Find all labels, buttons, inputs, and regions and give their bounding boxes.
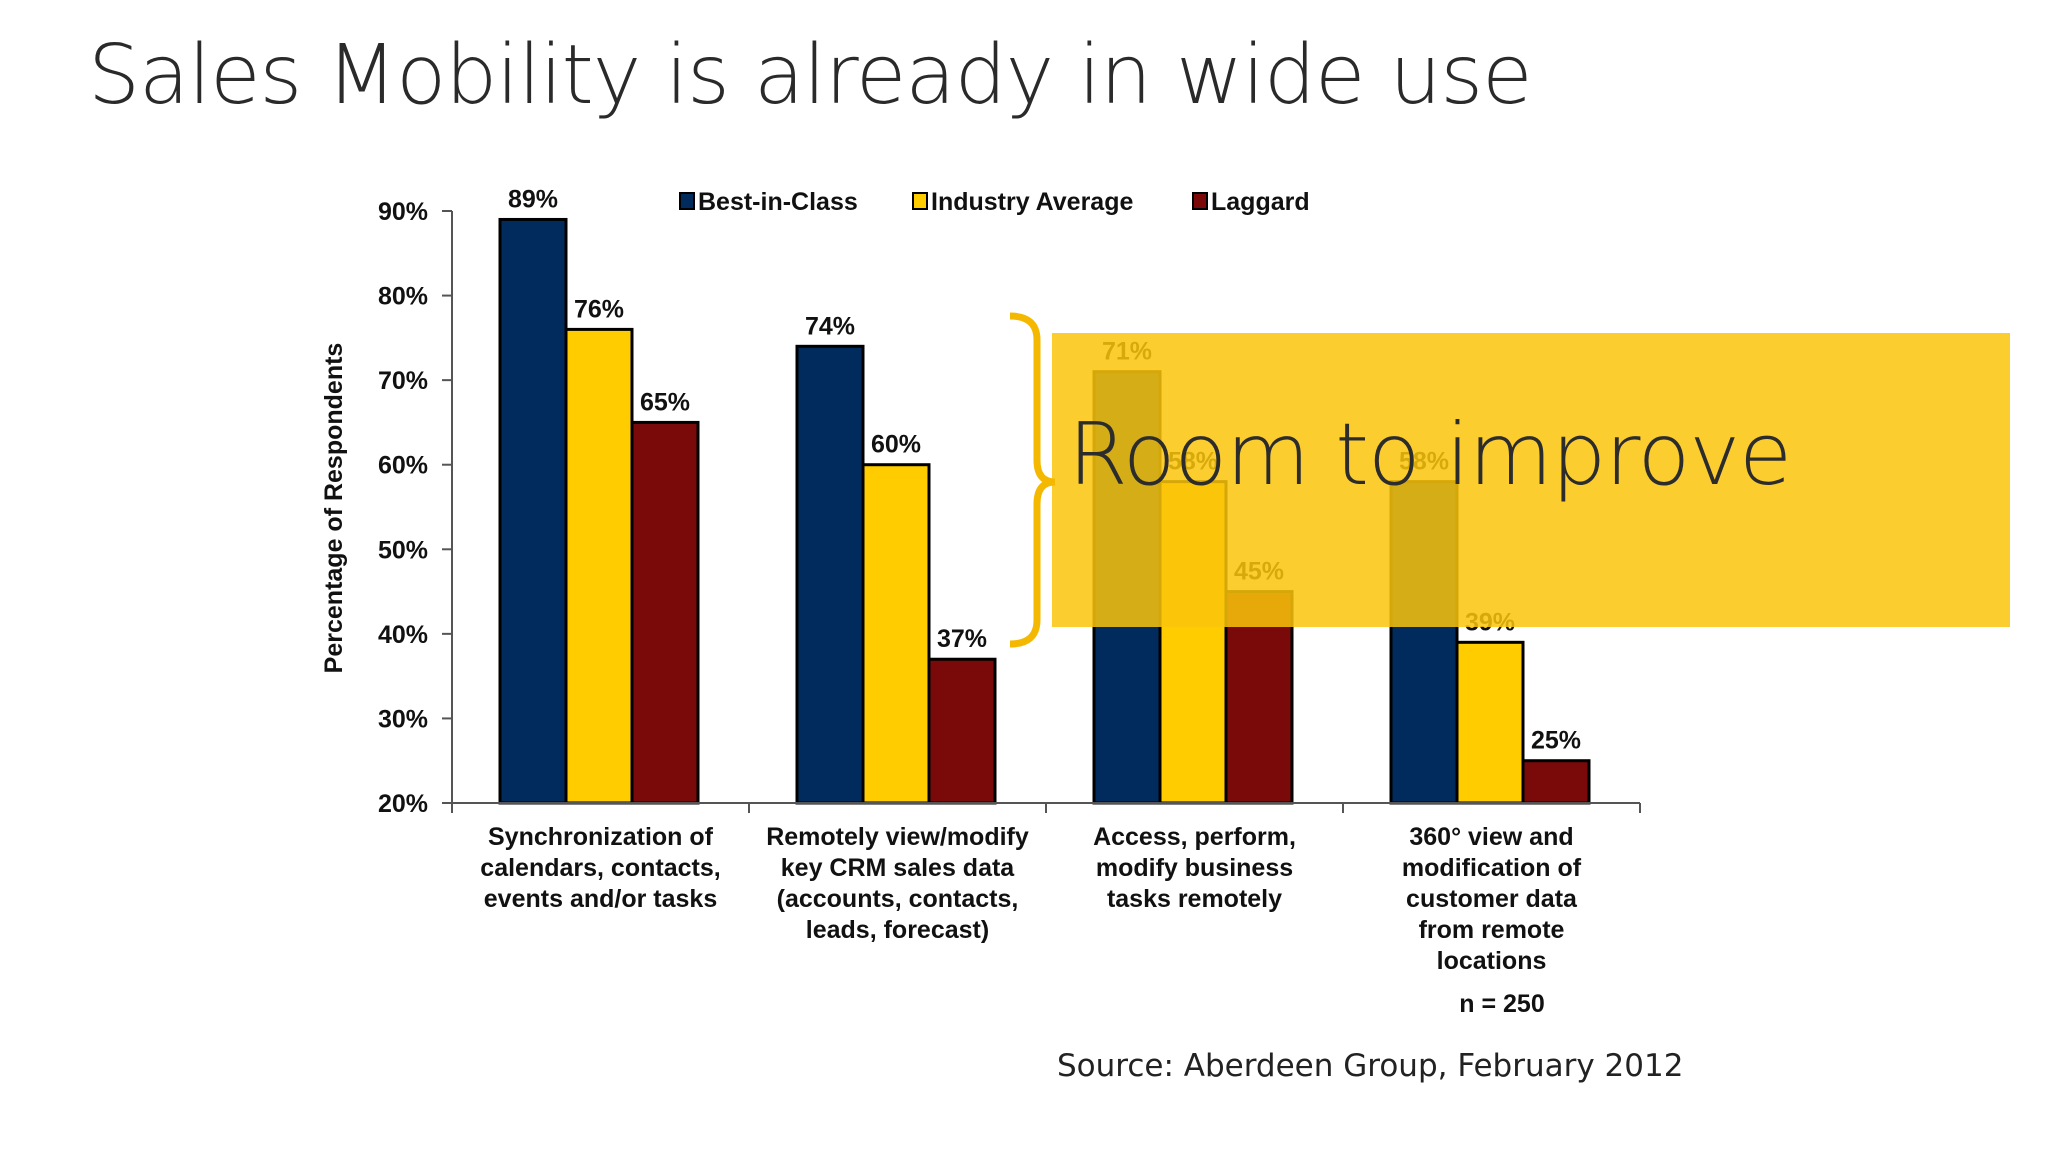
bar xyxy=(1521,759,1591,805)
axis-layer xyxy=(442,210,1641,813)
bar-value-label: 76% xyxy=(574,295,624,323)
y-tick-label: 50% xyxy=(378,536,428,564)
callout-text: Room to improve xyxy=(1068,405,1792,505)
y-tick-label: 20% xyxy=(378,790,428,818)
y-tick-label: 80% xyxy=(378,283,428,311)
category-label: from remote xyxy=(1419,916,1565,944)
bar xyxy=(1455,640,1525,805)
category-label: calendars, contacts, xyxy=(480,854,720,882)
category-label: modification of xyxy=(1402,854,1582,882)
source-citation: Source: Aberdeen Group, February 2012 xyxy=(1057,1048,1684,1084)
bar xyxy=(630,420,700,805)
category-label: (accounts, contacts, xyxy=(777,885,1019,913)
y-tick-label: 30% xyxy=(378,705,428,733)
bar-value-label: 25% xyxy=(1531,727,1581,755)
bar xyxy=(795,344,865,805)
legend-swatch xyxy=(912,192,928,210)
legend-swatch xyxy=(1192,192,1208,210)
bar xyxy=(861,463,931,805)
category-label: key CRM sales data xyxy=(781,854,1016,882)
bar-value-label: 60% xyxy=(871,431,921,459)
legend-swatch xyxy=(679,192,695,210)
category-label: tasks remotely xyxy=(1107,885,1282,913)
bar-value-label: 65% xyxy=(640,388,690,416)
y-tick-label: 60% xyxy=(378,452,428,480)
legend-label: Best-in-Class xyxy=(698,188,858,216)
y-tick-label: 90% xyxy=(378,198,428,226)
labels-layer: 89% 76% 65% Synchronization of calendars, co… xyxy=(320,185,1582,1018)
bar xyxy=(927,657,997,805)
category-label: customer data xyxy=(1406,885,1578,913)
bar-value-label: 74% xyxy=(805,312,855,340)
category-label: Remotely view/modify xyxy=(766,823,1029,851)
bar-value-label: 89% xyxy=(508,185,558,213)
bar-value-label: 37% xyxy=(937,625,987,653)
category-label: 360° view and xyxy=(1409,823,1573,851)
category-label: modify business xyxy=(1096,854,1293,882)
y-tick-label: 70% xyxy=(378,367,428,395)
category-label: Access, perform, xyxy=(1093,823,1296,851)
legend-label: Laggard xyxy=(1211,188,1310,216)
category-label: locations xyxy=(1437,947,1547,975)
bar xyxy=(498,217,568,805)
legend-label: Industry Average xyxy=(931,188,1133,216)
callout-highlight-box xyxy=(1052,333,2010,627)
bar xyxy=(564,327,634,805)
brace-icon xyxy=(1009,312,1056,648)
y-tick-label: 40% xyxy=(378,621,428,649)
y-axis-title: Percentage of Respondents xyxy=(320,343,348,674)
slide-title: Sales Mobility is already in wide use xyxy=(88,28,1533,123)
category-label: leads, forecast) xyxy=(806,916,989,944)
sample-size-note: n = 250 xyxy=(1459,990,1544,1018)
category-label: events and/or tasks xyxy=(484,885,717,913)
legend: Best-in-Class Industry Average Laggard xyxy=(679,188,1310,216)
category-label: Synchronization of xyxy=(488,823,714,851)
